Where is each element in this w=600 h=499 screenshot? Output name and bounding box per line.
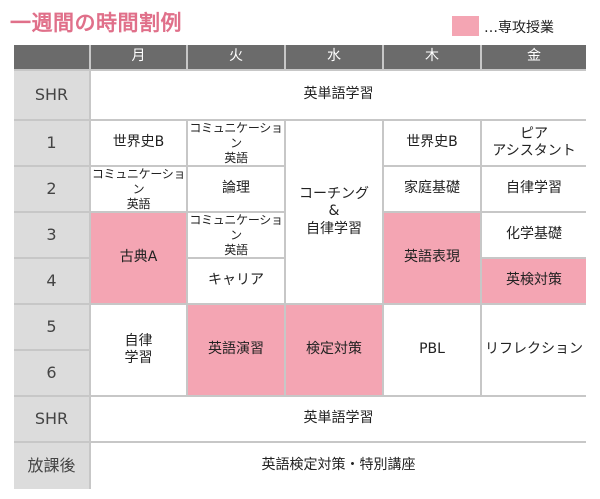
mon-period-1: 世界史B: [91, 121, 186, 165]
tue-period-1-line-1: コミュニケーション: [189, 120, 283, 150]
thu-period-5-6: PBL: [384, 305, 480, 395]
wed-period-1-4-line-1: コーチング: [299, 185, 369, 202]
thu-period-3-4: 英語表現: [384, 213, 480, 303]
wed-period-1-4-line-3: 自律学習: [306, 220, 362, 237]
fri-period-1-line-1: ピア: [520, 125, 548, 142]
fri-period-1: ピア アシスタント: [482, 121, 586, 165]
row-header-shr-bottom: SHR: [14, 397, 89, 441]
row-header-period-5: 5: [14, 305, 89, 349]
mon-period-3-4: 古典A: [91, 213, 186, 303]
tue-period-4: キャリア: [188, 259, 284, 303]
page-title: 一週間の時間割例: [10, 11, 182, 35]
mon-period-5-6-line-2: 学習: [124, 350, 153, 366]
fri-period-2: 自律学習: [482, 167, 586, 211]
row-header-period-4: 4: [14, 259, 89, 303]
tue-period-2: 論理: [188, 167, 284, 211]
day-header-tue: 火: [188, 45, 284, 69]
mon-period-5-6: 自律 学習: [91, 305, 186, 395]
day-header-fri: 金: [482, 45, 586, 69]
wed-period-1-4: コーチング & 自律学習: [286, 121, 382, 303]
shr-bottom-cell: 英単語学習: [91, 397, 586, 441]
after-school-cell: 英語検定対策・特別講座: [91, 443, 586, 489]
shr-top-cell: 英単語学習: [91, 71, 586, 119]
fri-period-3: 化学基礎: [482, 213, 586, 257]
wed-period-5-6: 検定対策: [286, 305, 382, 395]
tue-period-3: コミュニケーション 英語: [188, 213, 284, 257]
row-header-period-2: 2: [14, 167, 89, 211]
day-header-wed: 水: [286, 45, 382, 69]
corner-cell: [14, 45, 89, 69]
legend-label: …専攻授業: [484, 20, 554, 36]
day-header-mon: 月: [91, 45, 186, 69]
tue-period-1: コミュニケーション 英語: [188, 121, 284, 165]
tue-period-3-line-1: コミュニケーション: [189, 212, 283, 242]
day-header-thu: 木: [384, 45, 480, 69]
wed-period-1-4-line-2: &: [328, 203, 340, 220]
tue-period-5-6: 英語演習: [188, 305, 284, 395]
row-header-after-school: 放課後: [14, 443, 89, 489]
tue-period-3-line-2: 英語: [224, 242, 248, 257]
thu-period-2: 家庭基礎: [384, 167, 480, 211]
row-header-period-3: 3: [14, 213, 89, 257]
fri-period-5-6: リフレクション: [482, 305, 586, 395]
row-header-period-6: 6: [14, 351, 89, 395]
mon-period-2-line-1: コミュニケーション: [91, 166, 186, 196]
thu-period-1: 世界史B: [384, 121, 480, 165]
mon-period-2-line-2: 英語: [126, 196, 151, 211]
legend-swatch: [452, 16, 479, 36]
fri-period-4: 英検対策: [482, 259, 586, 303]
tue-period-1-line-2: 英語: [224, 150, 248, 165]
mon-period-5-6-line-1: 自律: [124, 332, 153, 349]
fri-period-1-line-2: アシスタント: [492, 143, 576, 159]
mon-period-2: コミュニケーション 英語: [91, 167, 186, 211]
row-header-period-1: 1: [14, 121, 89, 165]
row-header-shr-top: SHR: [14, 71, 89, 119]
timetable: 月 火 水 木 金 SHR 1 2 3 4 5 6 SHR 放課後 英単語学習 …: [14, 45, 586, 489]
